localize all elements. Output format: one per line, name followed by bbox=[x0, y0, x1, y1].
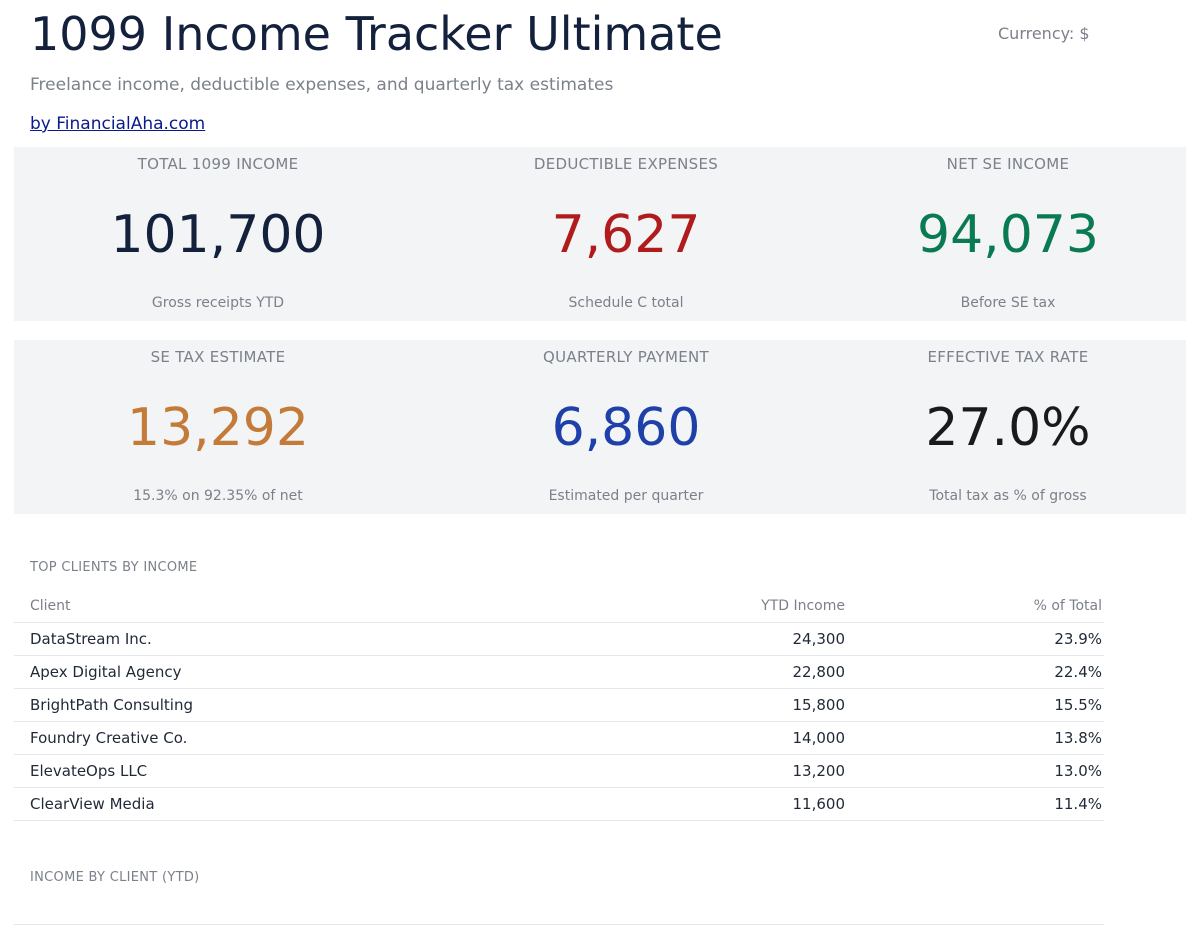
client-name: BrightPath Consulting bbox=[14, 688, 610, 722]
client-percent: 13.8% bbox=[845, 721, 1104, 755]
kpi-label: EFFECTIVE TAX RATE bbox=[927, 348, 1089, 366]
kpi-row-1: TOTAL 1099 INCOME 101,700 Gross receipts… bbox=[14, 147, 1186, 321]
kpi-value: 101,700 bbox=[110, 205, 326, 265]
kpi-value: 94,073 bbox=[917, 205, 1099, 265]
client-name: ElevateOps LLC bbox=[14, 754, 610, 788]
page-title: 1099 Income Tracker Ultimate bbox=[30, 7, 723, 61]
kpi-label: DEDUCTIBLE EXPENSES bbox=[533, 155, 719, 173]
kpi-effective-tax-rate: EFFECTIVE TAX RATE 27.0% Total tax as % … bbox=[830, 340, 1186, 514]
income-by-client-title: INCOME BY CLIENT (YTD) bbox=[30, 870, 200, 885]
kpi-total-income: TOTAL 1099 INCOME 101,700 Gross receipts… bbox=[14, 147, 422, 321]
kpi-label: SE TAX ESTIMATE bbox=[150, 348, 286, 366]
column-header-percent: % of Total bbox=[845, 590, 1104, 623]
client-percent: 11.4% bbox=[845, 787, 1104, 821]
kpi-value: 13,292 bbox=[127, 398, 309, 458]
kpi-note: Estimated per quarter bbox=[548, 488, 704, 504]
column-header-ytd-income: YTD Income bbox=[610, 590, 845, 623]
table-row: BrightPath Consulting 15,800 15.5% bbox=[14, 688, 1104, 722]
kpi-se-tax-estimate: SE TAX ESTIMATE 13,292 15.3% on 92.35% o… bbox=[14, 340, 422, 514]
clients-table: Client YTD Income % of Total DataStream … bbox=[14, 590, 1104, 821]
client-income: 11,600 bbox=[610, 787, 845, 821]
kpi-label: NET SE INCOME bbox=[946, 155, 1070, 173]
table-header-row: Client YTD Income % of Total bbox=[14, 590, 1104, 623]
kpi-value: 7,627 bbox=[551, 205, 701, 265]
income-chart-area bbox=[14, 900, 1104, 925]
client-name: Apex Digital Agency bbox=[14, 655, 610, 689]
column-header-client: Client bbox=[14, 590, 610, 623]
client-income: 24,300 bbox=[610, 622, 845, 656]
kpi-note: Total tax as % of gross bbox=[929, 488, 1087, 504]
kpi-quarterly-payment: QUARTERLY PAYMENT 6,860 Estimated per qu… bbox=[422, 340, 830, 514]
client-name: Foundry Creative Co. bbox=[14, 721, 610, 755]
table-row: Foundry Creative Co. 14,000 13.8% bbox=[14, 721, 1104, 755]
table-row: ClearView Media 11,600 11.4% bbox=[14, 787, 1104, 821]
kpi-note: Schedule C total bbox=[568, 295, 684, 311]
byline-link[interactable]: by FinancialAha.com bbox=[30, 114, 206, 134]
client-income: 13,200 bbox=[610, 754, 845, 788]
client-income: 15,800 bbox=[610, 688, 845, 722]
client-percent: 13.0% bbox=[845, 754, 1104, 788]
kpi-net-se-income: NET SE INCOME 94,073 Before SE tax bbox=[830, 147, 1186, 321]
kpi-note: Before SE tax bbox=[960, 295, 1056, 311]
kpi-label: TOTAL 1099 INCOME bbox=[137, 155, 299, 173]
top-clients-title: TOP CLIENTS BY INCOME bbox=[30, 560, 198, 575]
client-income: 22,800 bbox=[610, 655, 845, 689]
kpi-value: 27.0% bbox=[925, 398, 1091, 458]
kpi-note: 15.3% on 92.35% of net bbox=[133, 488, 303, 504]
kpi-value: 6,860 bbox=[551, 398, 701, 458]
page-subtitle: Freelance income, deductible expenses, a… bbox=[30, 75, 614, 95]
client-percent: 15.5% bbox=[845, 688, 1104, 722]
table-row: ElevateOps LLC 13,200 13.0% bbox=[14, 754, 1104, 788]
client-percent: 23.9% bbox=[845, 622, 1104, 656]
client-name: DataStream Inc. bbox=[14, 622, 610, 656]
client-name: ClearView Media bbox=[14, 787, 610, 821]
table-row: DataStream Inc. 24,300 23.9% bbox=[14, 622, 1104, 656]
kpi-label: QUARTERLY PAYMENT bbox=[543, 348, 709, 366]
kpi-note: Gross receipts YTD bbox=[151, 295, 285, 311]
kpi-deductible-expenses: DEDUCTIBLE EXPENSES 7,627 Schedule C tot… bbox=[422, 147, 830, 321]
kpi-row-2: SE TAX ESTIMATE 13,292 15.3% on 92.35% o… bbox=[14, 340, 1186, 514]
table-row: Apex Digital Agency 22,800 22.4% bbox=[14, 655, 1104, 689]
clients-table-container: Client YTD Income % of Total DataStream … bbox=[14, 590, 1104, 821]
currency-label: Currency: $ bbox=[998, 24, 1090, 43]
client-income: 14,000 bbox=[610, 721, 845, 755]
client-percent: 22.4% bbox=[845, 655, 1104, 689]
